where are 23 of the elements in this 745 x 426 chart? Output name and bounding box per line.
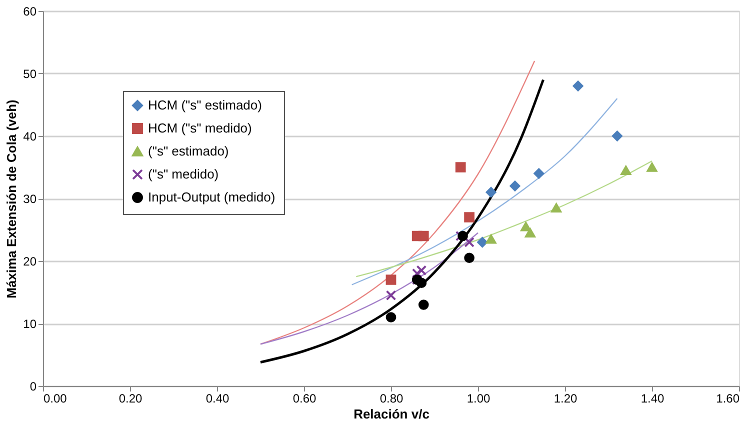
- y-tick-label: 50: [23, 67, 37, 81]
- x-axis-title: Relación v/c: [354, 406, 430, 422]
- x-tick-label: 1.60: [716, 392, 740, 406]
- legend-label: HCM ("s" medido): [148, 120, 252, 136]
- x-tick-label: 0.60: [292, 392, 316, 406]
- x-tick-label: 0.40: [206, 392, 230, 406]
- y-tick-label: 10: [23, 317, 37, 331]
- legend-label: HCM ("s" estimado): [148, 98, 262, 112]
- x-tick-label: 1.20: [554, 392, 578, 406]
- y-axis-title: Máxima Extensión de Cola (veh): [4, 100, 20, 298]
- y-tick-label: 20: [23, 254, 37, 268]
- y-tick-label: 60: [23, 4, 37, 18]
- x-tick-label: 1.40: [640, 392, 664, 406]
- legend-label: ("s" medido): [148, 166, 219, 182]
- x-tick-label: 0.80: [380, 392, 404, 406]
- y-tick-label: 30: [23, 192, 37, 206]
- legend-label: Input-Output (medido): [148, 190, 276, 204]
- y-tick-label: 0: [30, 380, 37, 394]
- x-tick-label: 1.00: [466, 392, 490, 406]
- y-tick-label: 40: [23, 130, 37, 144]
- legend-label: ("s" estimado): [148, 144, 229, 158]
- x-tick-label: 0.20: [118, 392, 142, 406]
- x-tick-label: 0.00: [44, 392, 68, 406]
